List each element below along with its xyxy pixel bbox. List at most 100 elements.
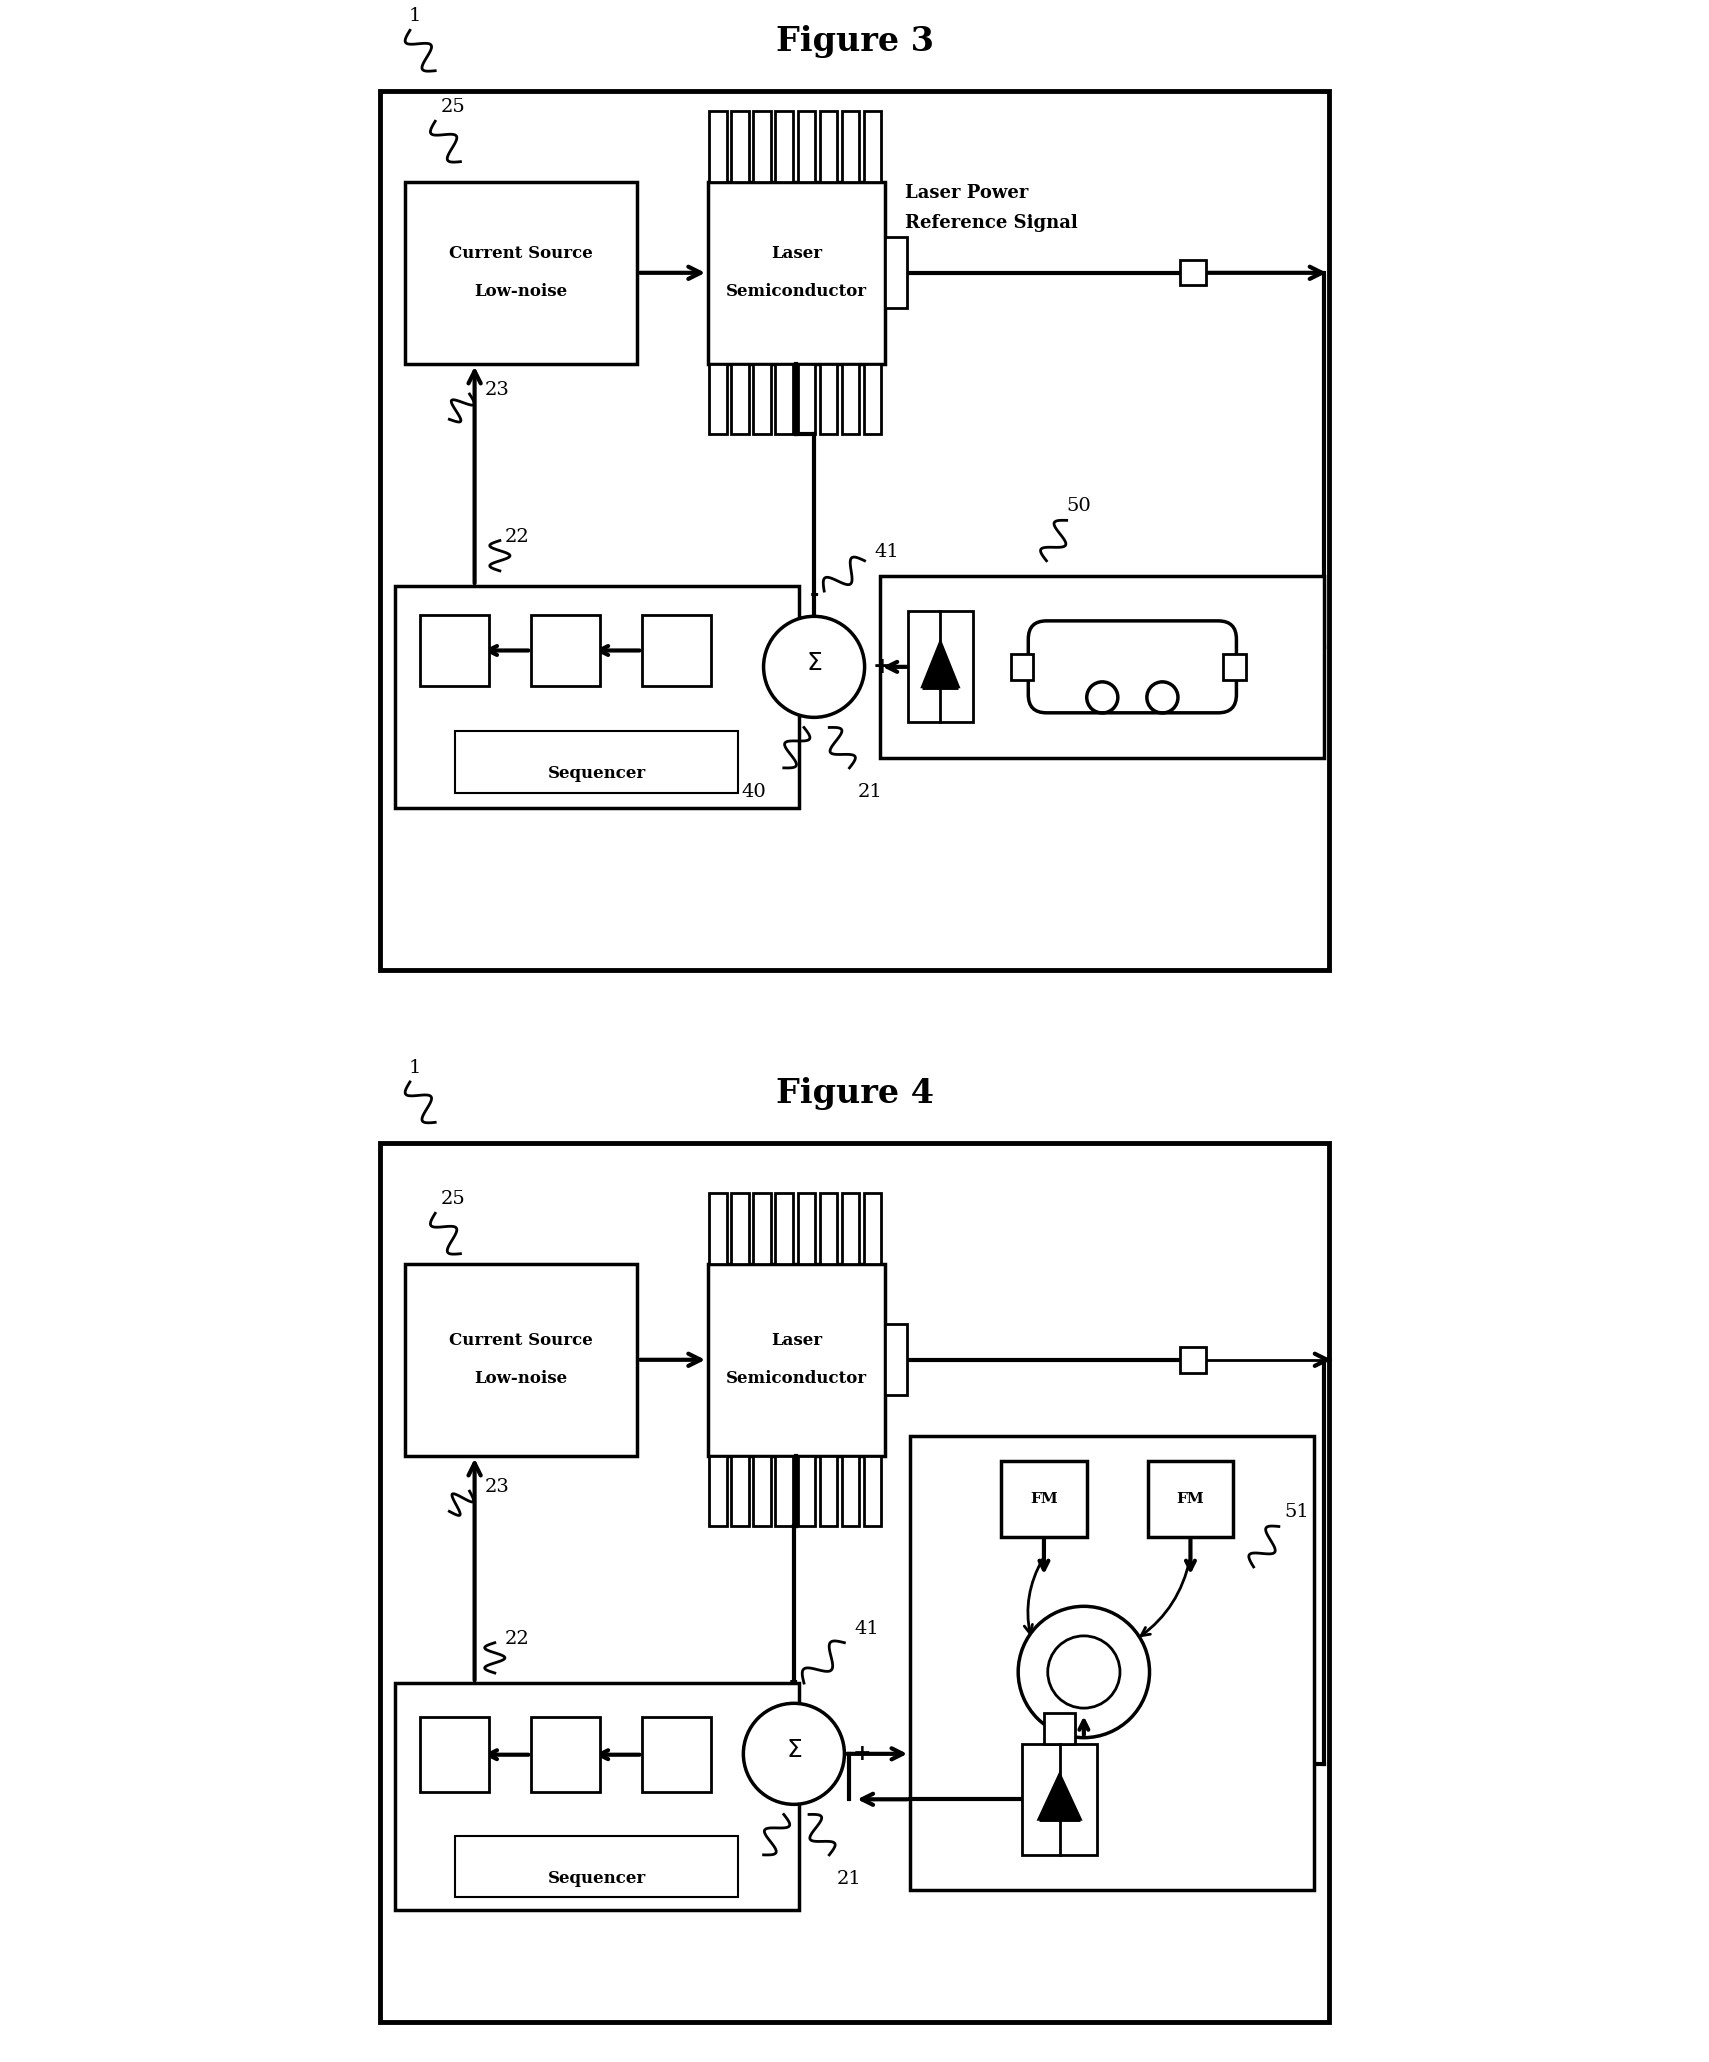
Bar [776, 1194, 793, 1264]
Bar [880, 575, 1324, 757]
Bar [776, 1456, 793, 1526]
Polygon shape [1039, 1773, 1080, 1819]
Text: FM: FM [1176, 1491, 1205, 1505]
Polygon shape [923, 641, 959, 687]
Bar [798, 363, 815, 435]
Bar [885, 237, 907, 307]
Text: 25: 25 [441, 99, 465, 115]
Circle shape [743, 1703, 844, 1804]
Text: $\Sigma$: $\Sigma$ [807, 652, 822, 676]
Bar [379, 1142, 1330, 2021]
Text: 25: 25 [441, 1190, 465, 1208]
Bar [776, 111, 793, 181]
Bar [1181, 260, 1205, 285]
Bar [1147, 1460, 1234, 1536]
Bar [455, 1835, 738, 1897]
Bar [420, 1718, 489, 1792]
Bar [820, 1456, 837, 1526]
Bar [754, 363, 771, 435]
Bar [420, 614, 489, 687]
Bar [731, 363, 749, 435]
Bar [863, 111, 882, 181]
Text: Laser Power: Laser Power [906, 184, 1029, 202]
Bar [531, 614, 600, 687]
Bar [1224, 654, 1246, 680]
Bar [1044, 1714, 1075, 1744]
Bar [1001, 1460, 1087, 1536]
Bar [863, 1456, 882, 1526]
Bar [643, 614, 711, 687]
Bar [863, 1194, 882, 1264]
Text: +: + [853, 1742, 872, 1765]
Bar [379, 91, 1330, 969]
Text: Current Source: Current Source [449, 245, 593, 262]
Text: Current Source: Current Source [449, 1332, 593, 1349]
Text: +: + [873, 656, 892, 678]
Text: Laser: Laser [771, 245, 822, 262]
Text: 40: 40 [726, 1870, 750, 1889]
Bar [776, 363, 793, 435]
Bar [798, 1456, 815, 1526]
Text: 40: 40 [742, 784, 766, 800]
Text: 21: 21 [837, 1870, 861, 1889]
Circle shape [764, 617, 865, 718]
Bar [911, 1435, 1314, 1891]
Bar [531, 1718, 600, 1792]
Bar [709, 363, 726, 435]
Bar [731, 1456, 749, 1526]
Text: 51: 51 [1283, 1503, 1309, 1522]
Bar [798, 1194, 815, 1264]
Text: Figure 3: Figure 3 [776, 25, 933, 58]
Bar [731, 1194, 749, 1264]
Bar [405, 1264, 637, 1456]
FancyBboxPatch shape [1029, 621, 1236, 713]
Bar [754, 1194, 771, 1264]
Text: FM: FM [1031, 1491, 1058, 1505]
Bar [709, 1456, 726, 1526]
Text: 1: 1 [408, 8, 420, 25]
Bar [731, 111, 749, 181]
Bar [708, 1264, 885, 1456]
Text: Figure 4: Figure 4 [776, 1076, 933, 1109]
Text: 23: 23 [485, 1478, 509, 1497]
Bar [395, 586, 798, 808]
Bar [1179, 1346, 1207, 1373]
Text: Laser: Laser [771, 1332, 822, 1349]
Text: Reference Signal: Reference Signal [906, 214, 1078, 233]
Bar [843, 1456, 860, 1526]
Text: -: - [810, 584, 819, 606]
Bar [820, 1194, 837, 1264]
Text: Sequencer: Sequencer [547, 1870, 646, 1887]
Text: Semiconductor: Semiconductor [726, 1371, 866, 1388]
Text: 41: 41 [875, 542, 899, 561]
Bar [754, 111, 771, 181]
Text: 1: 1 [408, 1060, 420, 1076]
Text: 22: 22 [504, 528, 530, 546]
Bar [907, 610, 972, 722]
Bar [843, 111, 860, 181]
Text: $\Sigma$: $\Sigma$ [786, 1740, 802, 1763]
Bar [709, 1194, 726, 1264]
Bar [1022, 1744, 1097, 1856]
Bar [1012, 654, 1034, 680]
Text: 41: 41 [854, 1619, 878, 1637]
Bar [843, 1194, 860, 1264]
Bar [843, 363, 860, 435]
Bar [885, 1324, 907, 1396]
Bar [405, 181, 637, 363]
Text: Semiconductor: Semiconductor [726, 282, 866, 301]
Text: 23: 23 [485, 381, 509, 400]
Text: 50: 50 [1066, 497, 1092, 516]
Text: Low-noise: Low-noise [475, 282, 567, 301]
Bar [798, 111, 815, 181]
Text: 22: 22 [504, 1629, 530, 1648]
Text: 21: 21 [858, 784, 882, 800]
Bar [863, 363, 882, 435]
Bar [455, 730, 738, 794]
Bar [820, 363, 837, 435]
Bar [709, 111, 726, 181]
Bar [820, 111, 837, 181]
Bar [754, 1456, 771, 1526]
Text: -: - [790, 1670, 798, 1693]
Text: Sequencer: Sequencer [547, 765, 646, 781]
